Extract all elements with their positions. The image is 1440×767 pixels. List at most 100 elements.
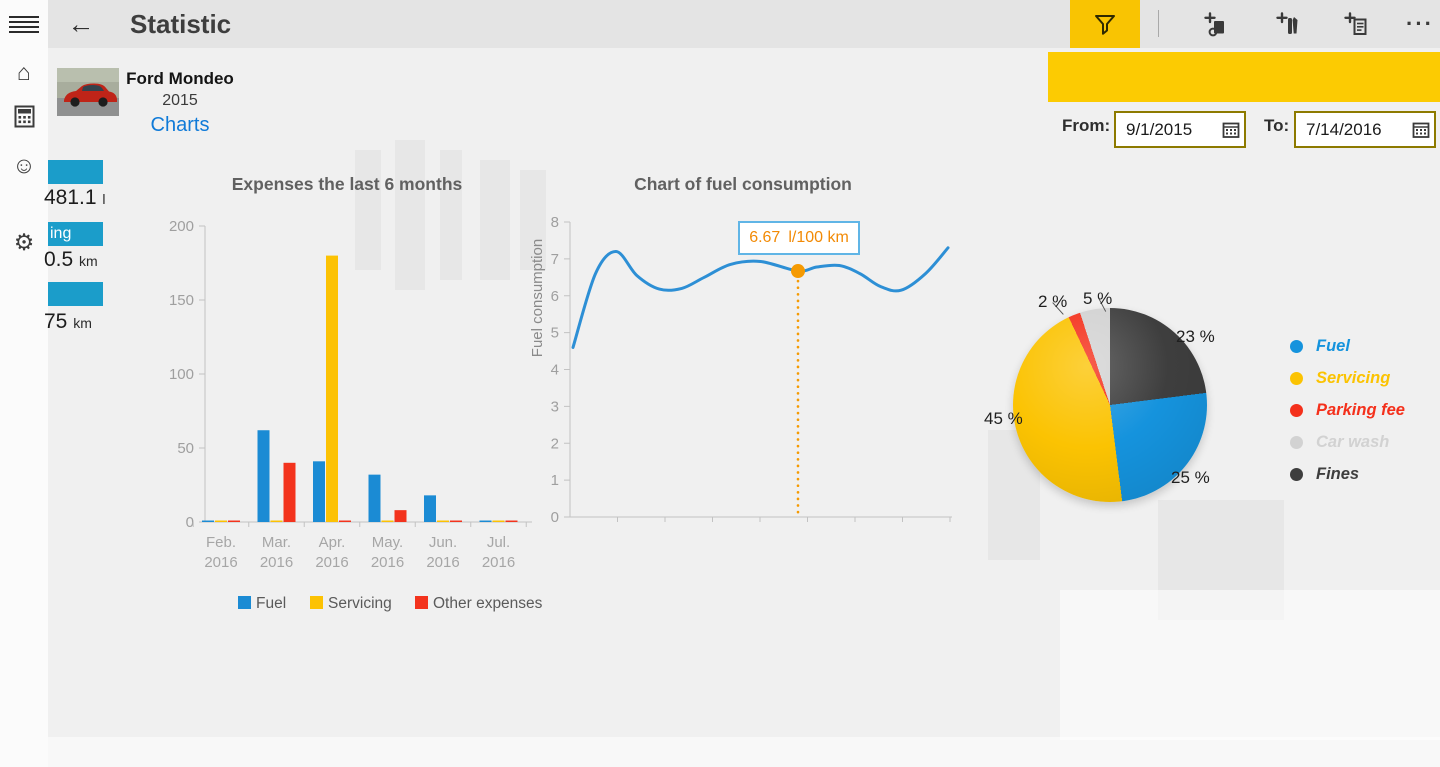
pie-legend-item[interactable]: Parking fee (1290, 394, 1440, 426)
bar-fuel[interactable] (202, 520, 214, 522)
gear-icon[interactable]: ⚙ (13, 229, 35, 255)
legend-dot (1290, 403, 1303, 417)
bar-other-expenses[interactable] (394, 510, 407, 522)
bar-servicing[interactable] (492, 520, 505, 522)
y-tick-label: 7 (551, 251, 559, 268)
year-label: 2016 (260, 554, 293, 571)
pie-legend-item[interactable]: Fines (1290, 458, 1440, 490)
add-service-button[interactable] (1266, 4, 1310, 44)
pie-percent-label: 23 % (1176, 327, 1215, 346)
legend-label: Servicing (328, 595, 392, 612)
month-label: Apr. (319, 534, 346, 551)
pie-legend-item[interactable]: Servicing (1290, 362, 1440, 394)
y-tick-label: 0 (551, 509, 559, 526)
month-label: May. (372, 534, 403, 551)
to-date-value: 7/14/2016 (1306, 119, 1382, 139)
bar-servicing[interactable] (270, 520, 283, 522)
more-button[interactable]: ··· (1406, 11, 1434, 36)
pie-percent-label: 5 % (1083, 289, 1113, 308)
bar-fuel[interactable] (479, 520, 492, 522)
from-date-input[interactable]: 9/1/2015 (1114, 111, 1246, 148)
pie-percent-label: 2 % (1038, 292, 1068, 311)
legend-label: Servicing (1316, 368, 1391, 387)
month-label: Mar. (262, 534, 291, 551)
to-date-input[interactable]: 7/14/2016 (1294, 111, 1436, 148)
bar-fuel[interactable] (368, 474, 381, 522)
month-label: Jun. (429, 534, 457, 551)
filter-button[interactable] (1070, 0, 1140, 48)
stat-card-value: 0.5 km (44, 248, 98, 271)
calendar-icon[interactable] (1408, 121, 1434, 139)
y-tick-label: 150 (169, 292, 194, 309)
from-date-value: 9/1/2015 (1126, 119, 1193, 139)
bar-chart-title: Expenses the last 6 months (231, 174, 463, 194)
vehicle-year: 2015 (162, 92, 198, 109)
date-filter-panel: From: 9/1/2015 To: 7/14/2016 (1048, 52, 1440, 148)
bar-servicing[interactable] (437, 520, 449, 522)
back-button[interactable]: ← (67, 9, 95, 39)
pie-legend-item[interactable]: Fuel (1290, 330, 1440, 362)
y-axis-label: Fuel consumption (530, 239, 546, 357)
smiley-icon[interactable]: ☺ (12, 152, 36, 178)
add-expense-button[interactable] (1334, 4, 1378, 44)
car-thumbnail[interactable] (57, 68, 119, 116)
funnel-icon (1095, 15, 1115, 35)
legend-label: Fuel (1316, 336, 1350, 355)
y-tick-label: 4 (551, 362, 559, 379)
year-label: 2016 (371, 554, 404, 571)
bar-fuel[interactable] (313, 461, 325, 522)
stat-card-header (48, 282, 103, 306)
year-label: 2016 (426, 554, 459, 571)
year-label: 2016 (204, 554, 237, 571)
home-icon[interactable]: ⌂ (17, 59, 31, 85)
expenses-bar-chart: 0 50 100 150 200 Feb. 2016 Mar. 2016 Apr. 2016 May.… (169, 218, 543, 612)
calculator-icon[interactable] (0, 100, 48, 134)
y-tick-label: 50 (177, 440, 194, 457)
stat-card-header: ing (48, 222, 103, 246)
bar-other-expenses[interactable] (450, 520, 462, 522)
bar-other-expenses[interactable] (505, 520, 518, 522)
y-tick-label: 1 (551, 472, 559, 489)
marker-point[interactable] (791, 264, 805, 279)
y-tick-label: 6 (551, 288, 559, 305)
bar-other-expenses[interactable] (283, 462, 296, 522)
legend-dot (1290, 339, 1303, 353)
legend-dot (1290, 467, 1303, 481)
month-label: Jul. (487, 534, 510, 551)
calendar-icon[interactable] (1218, 121, 1244, 139)
legend-label: Fuel (256, 595, 286, 612)
add-refueling-button[interactable] (1194, 4, 1238, 44)
y-tick-label: 2 (551, 435, 559, 452)
legend-dot (1290, 371, 1303, 385)
pie-legend: Fuel Servicing Parking fee Car wash Fines (1290, 330, 1440, 490)
legend-swatch (238, 596, 251, 609)
bar-other-expenses[interactable] (228, 520, 240, 522)
bar-other-expenses[interactable] (339, 520, 351, 522)
to-label: To: (1264, 116, 1290, 135)
charts-link[interactable]: Charts (150, 114, 210, 136)
vehicle-name: Ford Mondeo (126, 69, 234, 88)
bar-fuel[interactable] (257, 430, 270, 522)
stat-card-header (48, 160, 103, 184)
expenses-pie-chart[interactable] (1013, 308, 1207, 502)
pie-percent-label: 45 % (984, 409, 1023, 428)
bar-servicing[interactable] (215, 520, 227, 522)
legend-swatch (310, 596, 323, 609)
pie-legend-item[interactable]: Car wash (1290, 426, 1440, 458)
legend-swatch (415, 596, 428, 609)
add-refueling-icon (1204, 12, 1224, 37)
line-chart-title: Chart of fuel consumption (634, 174, 852, 194)
bar-fuel[interactable] (424, 495, 436, 522)
page-title: Statistic (130, 9, 232, 39)
year-label: 2016 (482, 554, 515, 571)
bar-servicing[interactable] (326, 255, 338, 522)
tooltip-unit: l/100 km (788, 229, 849, 246)
left-sidebar: ⌂ ☺ ⚙ (0, 0, 48, 767)
hamburger-menu-icon[interactable] (9, 16, 39, 33)
fuel-consumption-line (571, 246, 950, 349)
y-tick-label: 100 (169, 366, 194, 383)
bar-servicing[interactable] (381, 520, 394, 522)
pie-percent-label: 25 % (1171, 468, 1210, 487)
legend-label: Parking fee (1316, 400, 1405, 419)
y-tick-label: 3 (551, 398, 559, 415)
